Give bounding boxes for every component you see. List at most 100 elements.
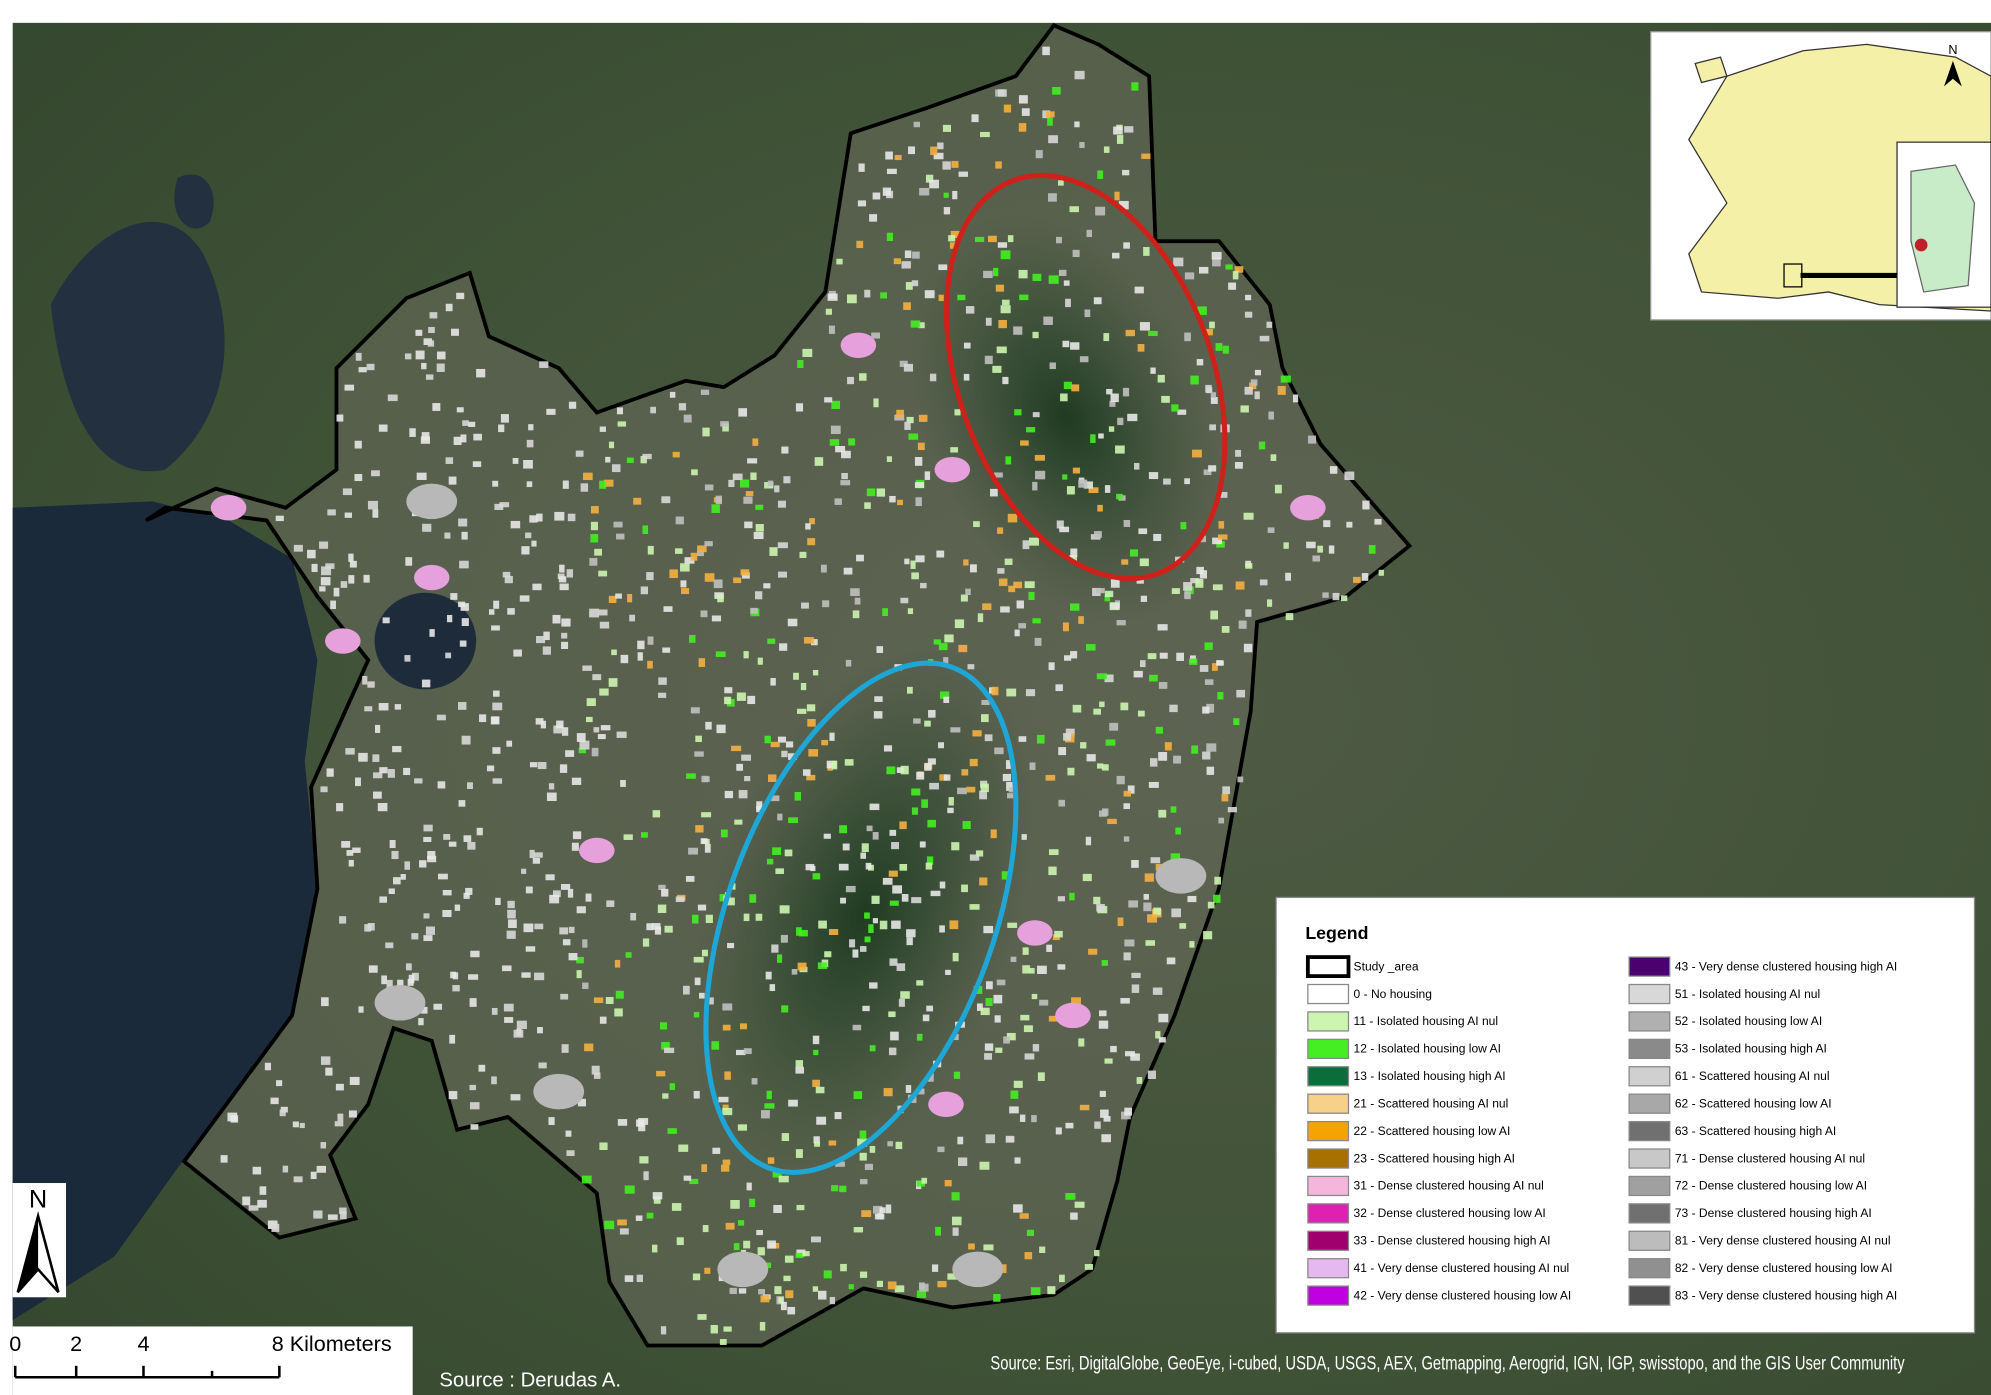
housing-dot	[1079, 1104, 1090, 1111]
housing-dot	[1143, 893, 1149, 900]
housing-dot	[1292, 394, 1299, 403]
legend-label: 22 - Scattered housing low AI	[1354, 1124, 1511, 1138]
housing-dot	[722, 1024, 731, 1031]
housing-dot	[939, 881, 946, 889]
housing-dot	[846, 294, 857, 304]
housing-dot	[1227, 807, 1237, 813]
housing-dot	[1093, 708, 1101, 715]
housing-dot	[271, 1223, 280, 1232]
housing-dot	[491, 1076, 497, 1085]
housing-dot	[443, 833, 451, 840]
housing-dot	[781, 1005, 789, 1013]
housing-dot	[1153, 907, 1161, 916]
housing-dot	[293, 544, 303, 552]
housing-dot	[948, 235, 956, 242]
housing-dot	[825, 308, 832, 315]
housing-dot	[841, 450, 851, 459]
housing-dot	[771, 944, 779, 953]
housing-dot	[1057, 896, 1065, 902]
housing-dot	[319, 541, 329, 549]
housing-dot	[778, 571, 788, 578]
housing-dot	[880, 292, 888, 299]
housing-dot	[894, 154, 902, 161]
housing-dot	[724, 790, 734, 799]
housing-dot	[1285, 613, 1294, 621]
housing-dot	[680, 580, 687, 588]
housing-dot	[429, 629, 435, 637]
housing-dot	[495, 897, 501, 906]
housing-dot	[736, 692, 746, 701]
housing-dot	[778, 1175, 789, 1183]
housing-dot	[743, 651, 749, 659]
housing-dot	[783, 1275, 791, 1282]
housing-dot	[1022, 965, 1031, 974]
housing-dot	[633, 497, 642, 505]
housing-dot	[423, 935, 433, 942]
housing-dot	[1216, 541, 1225, 548]
housing-dot	[1187, 895, 1197, 903]
housing-dot	[993, 267, 999, 277]
housing-dot	[1208, 465, 1217, 472]
housing-dot	[895, 1141, 903, 1150]
housing-dot	[930, 890, 941, 897]
housing-dot	[664, 925, 673, 933]
legend-swatch	[1628, 956, 1671, 977]
housing-dot	[766, 1090, 772, 1100]
housing-dot	[498, 424, 505, 433]
housing-dot	[927, 758, 936, 765]
housing-dot	[1130, 1053, 1140, 1061]
housing-dot	[919, 1283, 929, 1292]
housing-dot	[1378, 569, 1384, 576]
housing-dot	[969, 854, 980, 861]
housing-dot	[1143, 246, 1150, 256]
housing-dot	[418, 1018, 424, 1026]
housing-dot	[1048, 849, 1059, 856]
housing-dot	[462, 420, 469, 426]
housing-dot	[593, 1072, 601, 1079]
housing-dot	[853, 1091, 863, 1100]
housing-dot	[548, 783, 555, 790]
housing-dot	[787, 1306, 796, 1315]
housing-dot	[916, 1088, 925, 1095]
housing-dot	[608, 678, 618, 687]
housing-dot	[1158, 682, 1168, 689]
housing-dot	[1065, 1122, 1074, 1129]
housing-dot	[1002, 376, 1009, 385]
housing-dot	[647, 545, 654, 555]
housing-dot	[1074, 121, 1080, 128]
housing-dot	[492, 747, 501, 754]
housing-dot	[1203, 469, 1212, 476]
housing-dot	[529, 762, 538, 768]
housing-dot	[1106, 388, 1113, 395]
housing-dot	[938, 264, 948, 271]
housing-dot	[1234, 266, 1244, 273]
housing-dot	[1006, 1136, 1015, 1143]
housing-dot	[1048, 135, 1058, 144]
housing-dot	[319, 586, 326, 592]
housing-dot	[1245, 563, 1253, 569]
housing-dot	[943, 657, 949, 667]
housing-dot	[1067, 767, 1075, 776]
housing-dot	[772, 847, 782, 856]
housing-dot	[1063, 655, 1072, 661]
housing-dot	[963, 559, 969, 566]
housing-dot	[807, 718, 816, 727]
housing-dot	[408, 974, 415, 984]
housing-dot	[907, 608, 914, 615]
housing-dot	[734, 819, 743, 825]
housing-dot	[698, 658, 706, 667]
housing-dot	[675, 896, 685, 903]
housing-dot	[1258, 441, 1266, 450]
housing-dot	[1332, 592, 1340, 601]
housing-dot	[818, 920, 827, 929]
housing-dot	[1346, 521, 1353, 528]
housing-dot	[491, 1007, 498, 1015]
housing-dot	[421, 679, 431, 688]
housing-dot	[737, 1124, 747, 1131]
housing-dot	[702, 427, 710, 437]
housing-dot	[1211, 251, 1222, 260]
housing-dot	[1184, 332, 1191, 342]
housing-dot	[898, 998, 905, 1007]
housing-dot	[1308, 435, 1317, 444]
housing-dot	[326, 768, 334, 777]
